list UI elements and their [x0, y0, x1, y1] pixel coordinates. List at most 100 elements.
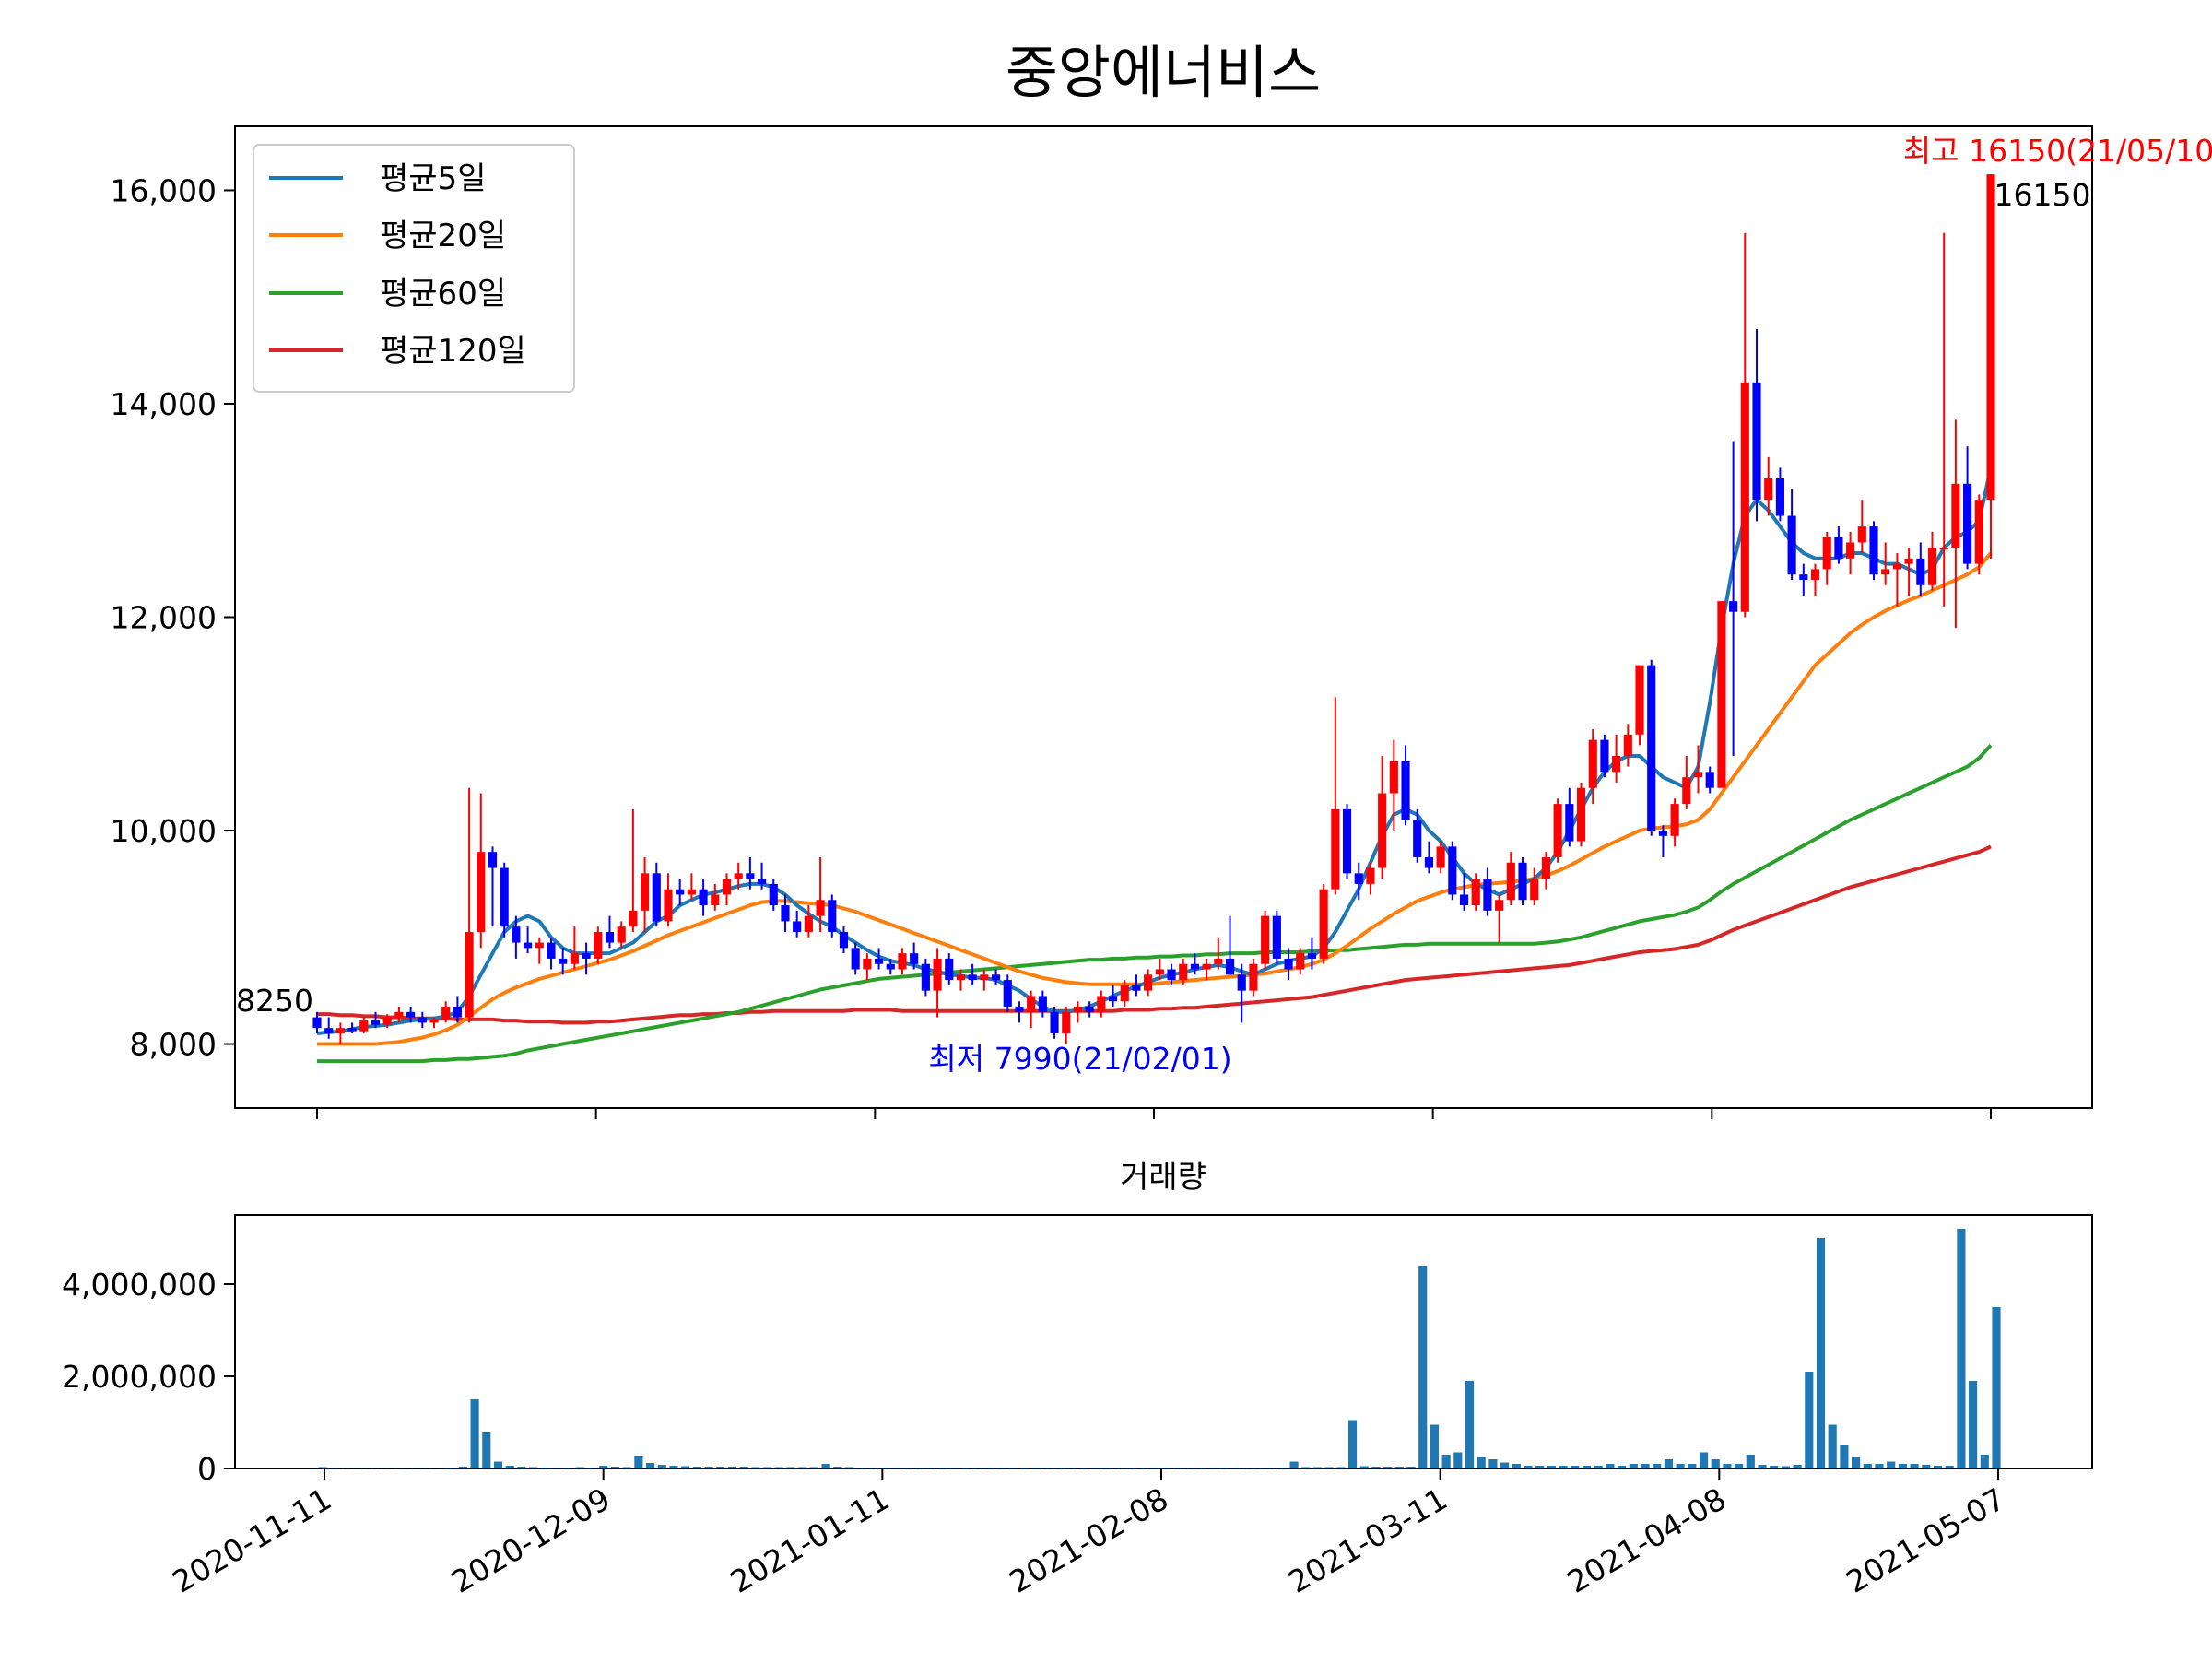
candle	[1834, 526, 1843, 564]
candle	[687, 873, 696, 901]
candle-body	[980, 974, 989, 981]
candle	[1916, 542, 1925, 596]
candle	[1272, 910, 1281, 964]
candle-body	[512, 926, 521, 943]
candle-body	[1939, 548, 1948, 550]
volume-bar	[1735, 1464, 1744, 1468]
candle-body	[1062, 1011, 1071, 1033]
volume-y-axis: 0 2,000,000 4,000,000	[62, 1267, 235, 1487]
candle-body	[898, 953, 907, 970]
candle	[1846, 531, 1855, 575]
candle	[1869, 521, 1878, 580]
candle	[816, 856, 825, 932]
candle	[1729, 441, 1738, 756]
candle-body	[793, 921, 802, 932]
volume-bar	[1453, 1452, 1463, 1468]
candle-body	[1810, 569, 1820, 580]
volume-bar	[1898, 1464, 1907, 1468]
candle-body	[1822, 537, 1831, 570]
candle-body	[711, 894, 720, 906]
candle-body	[687, 889, 696, 895]
candle-body	[1892, 563, 1901, 570]
volume-bar	[1465, 1381, 1475, 1468]
candle-body	[1342, 808, 1352, 874]
candle-body	[418, 1017, 427, 1023]
volume-bar	[1816, 1238, 1826, 1468]
volume-bar	[1723, 1464, 1732, 1468]
candle-body	[535, 942, 544, 949]
candle-body	[335, 1028, 345, 1033]
candle	[488, 846, 498, 927]
candle-body	[1401, 761, 1410, 820]
volume-bar	[646, 1463, 655, 1468]
candle-body	[722, 879, 732, 895]
candle-body	[1857, 526, 1866, 543]
volume-bar	[844, 1467, 854, 1468]
candle-body	[1225, 958, 1235, 975]
candle-body	[1495, 900, 1504, 911]
candle	[1623, 724, 1632, 767]
candle	[1822, 531, 1831, 585]
candle	[1389, 739, 1398, 832]
candle-body	[1167, 969, 1176, 981]
candle-body	[1366, 867, 1375, 884]
candle	[1179, 958, 1188, 985]
candle	[1097, 990, 1106, 1018]
candle	[1752, 328, 1761, 522]
candle	[1705, 766, 1714, 794]
candle	[828, 894, 837, 938]
candle-body	[1307, 953, 1317, 959]
candle-body	[1319, 889, 1328, 959]
candle	[605, 915, 615, 949]
volume-bar	[1512, 1464, 1521, 1468]
candle	[1787, 489, 1796, 580]
candle	[898, 948, 907, 975]
candle	[758, 862, 767, 890]
volume-bar	[1606, 1464, 1615, 1468]
volume-bar	[517, 1467, 526, 1468]
candle	[1939, 232, 1948, 607]
candle	[594, 926, 603, 964]
candle	[547, 937, 556, 970]
volume-bar	[1910, 1464, 1919, 1468]
volume-bar	[1547, 1466, 1556, 1468]
volume-bar	[1664, 1459, 1673, 1468]
candle-body	[1471, 879, 1480, 906]
volume-bar	[727, 1467, 737, 1468]
volume-bar	[1887, 1461, 1896, 1468]
volume-bar	[692, 1467, 701, 1468]
candle	[1495, 894, 1504, 943]
candle-body	[1085, 1007, 1094, 1012]
candle	[1963, 446, 1972, 570]
chart-title: 중앙에너비스	[1006, 39, 1321, 106]
volume-bar	[1933, 1466, 1943, 1468]
volume-bar	[1488, 1459, 1498, 1468]
candle-body	[874, 958, 884, 964]
volume-bar	[1594, 1466, 1603, 1468]
first-price-annotation: 8250	[236, 983, 313, 1019]
candle	[1682, 755, 1691, 809]
candle	[945, 953, 954, 985]
legend-label-ma5: 평균5일	[380, 160, 486, 197]
candle	[1857, 500, 1866, 554]
candle	[641, 856, 650, 932]
candle	[1670, 798, 1679, 847]
candle	[1331, 697, 1340, 895]
candle	[734, 862, 743, 890]
candle	[465, 787, 474, 1023]
candle-body	[910, 953, 919, 964]
candle	[1576, 782, 1586, 847]
candle	[1810, 563, 1820, 596]
candle-body	[1144, 974, 1153, 991]
volume-bar	[1324, 1467, 1334, 1468]
candle-body	[921, 963, 930, 991]
price-panel: 8,000 10,000 12,000 14,000 16,000 최고 16150(2…	[111, 125, 2212, 1119]
candle	[1319, 883, 1328, 964]
candle-body	[1003, 980, 1012, 1008]
volume-bar	[1535, 1466, 1545, 1468]
candle	[1506, 852, 1515, 906]
candle-body	[453, 1007, 462, 1018]
volume-bar	[1676, 1464, 1685, 1468]
candle-body	[1424, 856, 1434, 868]
candle	[1740, 232, 1749, 618]
